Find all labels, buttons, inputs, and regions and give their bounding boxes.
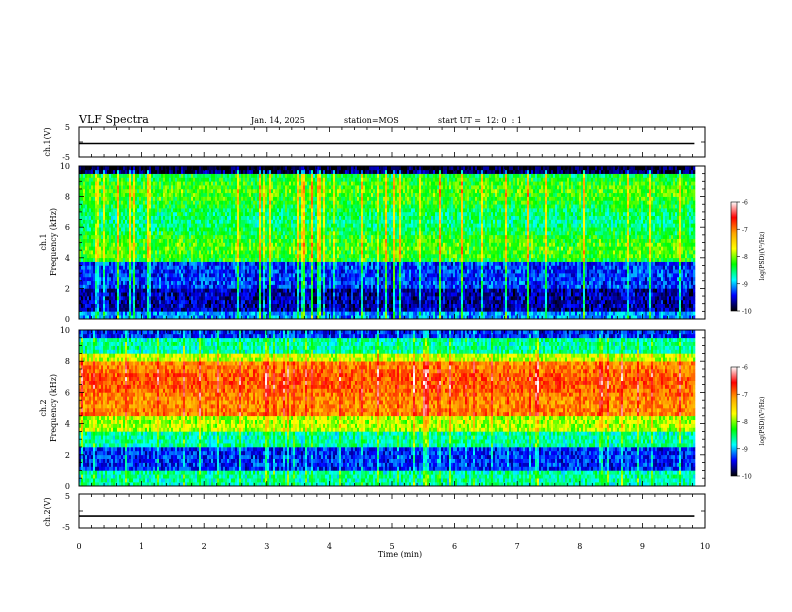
colorbar-tick-label: -8 <box>742 419 748 426</box>
figure-title: VLF Spectra <box>78 113 149 126</box>
time-tick-label: 9 <box>640 542 645 551</box>
time-tick-label: 8 <box>577 542 582 551</box>
ch1-waveform-panel: 5 -5 ch.1(V) <box>43 123 706 162</box>
header-station: station=MOS <box>344 116 399 125</box>
ch2-waveform-panel: 5 -5 ch.2(V) <box>43 492 706 532</box>
ch2-spectrogram-ticks <box>78 329 706 487</box>
frequency-tick-label: 6 <box>65 223 70 232</box>
ch1-colorbar-ticks: -6 -7 -8 -9 -10 <box>737 200 752 316</box>
header-start-ut: start UT = 12: 0 : 1 <box>438 116 522 125</box>
ch2-colorbar-label: log(PSD)(V²/Hz) <box>759 397 766 446</box>
ch1-colorbar-label: log(PSD)(V²/Hz) <box>759 232 766 281</box>
time-tick-label: 5 <box>389 542 394 551</box>
colorbar-tick-label: -7 <box>742 392 748 399</box>
time-tick-label: 3 <box>264 542 269 551</box>
colorbar-tick-label: -6 <box>742 200 748 207</box>
ch2-colorbar-bar <box>730 366 738 477</box>
ch2-waveform-frame <box>78 493 706 529</box>
ch1-waveform-ticks <box>78 126 706 158</box>
colorbar-tick-label: -8 <box>742 254 748 261</box>
ch1-waveform-ylabel: ch.1(V) <box>43 127 52 156</box>
frequency-tick-label: 2 <box>65 451 70 460</box>
ch1-colorbar: -6 -7 -8 -9 -10 log(PSD)(V²/Hz) <box>730 200 766 316</box>
ch1-frequency-tick-labels: 0 2 4 6 8 10 <box>60 162 70 324</box>
frequency-tick-label: 10 <box>60 162 70 171</box>
time-tick-label: 0 <box>76 542 81 551</box>
time-tick-label: 4 <box>327 542 332 551</box>
ch2-frequency-ylabel: Frequency (kHz) <box>49 374 58 442</box>
frequency-tick-label: 4 <box>65 420 70 429</box>
ch2-waveform-ticks <box>78 493 706 529</box>
ch1-ytick-bottom: -5 <box>62 153 70 162</box>
time-axis-label: Time (min) <box>378 550 422 559</box>
ch1-spectrogram-ticks <box>78 165 706 320</box>
frequency-tick-label: 4 <box>65 254 70 263</box>
time-tick-label: 6 <box>452 542 457 551</box>
frequency-tick-label: 6 <box>65 388 70 397</box>
time-tick-label: 7 <box>515 542 520 551</box>
ch2-waveform-ylabel: ch.2(V) <box>43 497 52 526</box>
ch1-spectrogram-image <box>79 166 705 319</box>
ch2-ytick-top: 5 <box>65 492 70 501</box>
colorbar-tick-label: -6 <box>742 365 748 372</box>
ch2-colorbar: -6 -7 -8 -9 -10 log(PSD)(V²/Hz) <box>730 365 766 481</box>
ch1-frequency-ylabel: Frequency (kHz) <box>49 208 58 276</box>
time-tick-labels: 0 1 2 3 4 5 6 7 8 9 10 <box>76 542 710 551</box>
ch2-channel-label: ch.2 <box>39 399 48 416</box>
ch2-spectrogram-panel: 0 2 4 6 8 10 ch.2 Frequency (kHz) <box>39 326 706 491</box>
header-date: Jan. 14, 2025 <box>250 116 305 125</box>
time-tick-label: 2 <box>202 542 207 551</box>
colorbar-tick-label: -10 <box>742 309 752 316</box>
ch2-ytick-bottom: -5 <box>62 523 70 532</box>
colorbar-tick-label: -7 <box>742 227 748 234</box>
ch2-spectrogram-image <box>79 330 705 486</box>
time-tick-label: 1 <box>139 542 144 551</box>
colorbar-tick-label: -9 <box>742 446 748 453</box>
colorbar-tick-label: -9 <box>742 281 748 288</box>
ch1-ytick-top: 5 <box>65 123 70 132</box>
ch2-colorbar-ticks: -6 -7 -8 -9 -10 <box>737 365 752 481</box>
frequency-tick-label: 0 <box>65 482 70 491</box>
frequency-tick-label: 2 <box>65 284 70 293</box>
frequency-tick-label: 8 <box>65 193 70 202</box>
ch1-channel-label: ch.1 <box>39 233 48 250</box>
frequency-tick-label: 10 <box>60 326 70 335</box>
ch2-frequency-tick-labels: 0 2 4 6 8 10 <box>60 326 70 491</box>
ch1-spectrogram-panel: 0 2 4 6 8 10 ch.1 Frequency (kHz) <box>39 162 706 324</box>
ch1-colorbar-bar <box>730 201 738 312</box>
colorbar-tick-label: -10 <box>742 474 752 481</box>
time-tick-label: 10 <box>700 542 710 551</box>
frequency-tick-label: 8 <box>65 357 70 366</box>
frequency-tick-label: 0 <box>65 315 70 324</box>
